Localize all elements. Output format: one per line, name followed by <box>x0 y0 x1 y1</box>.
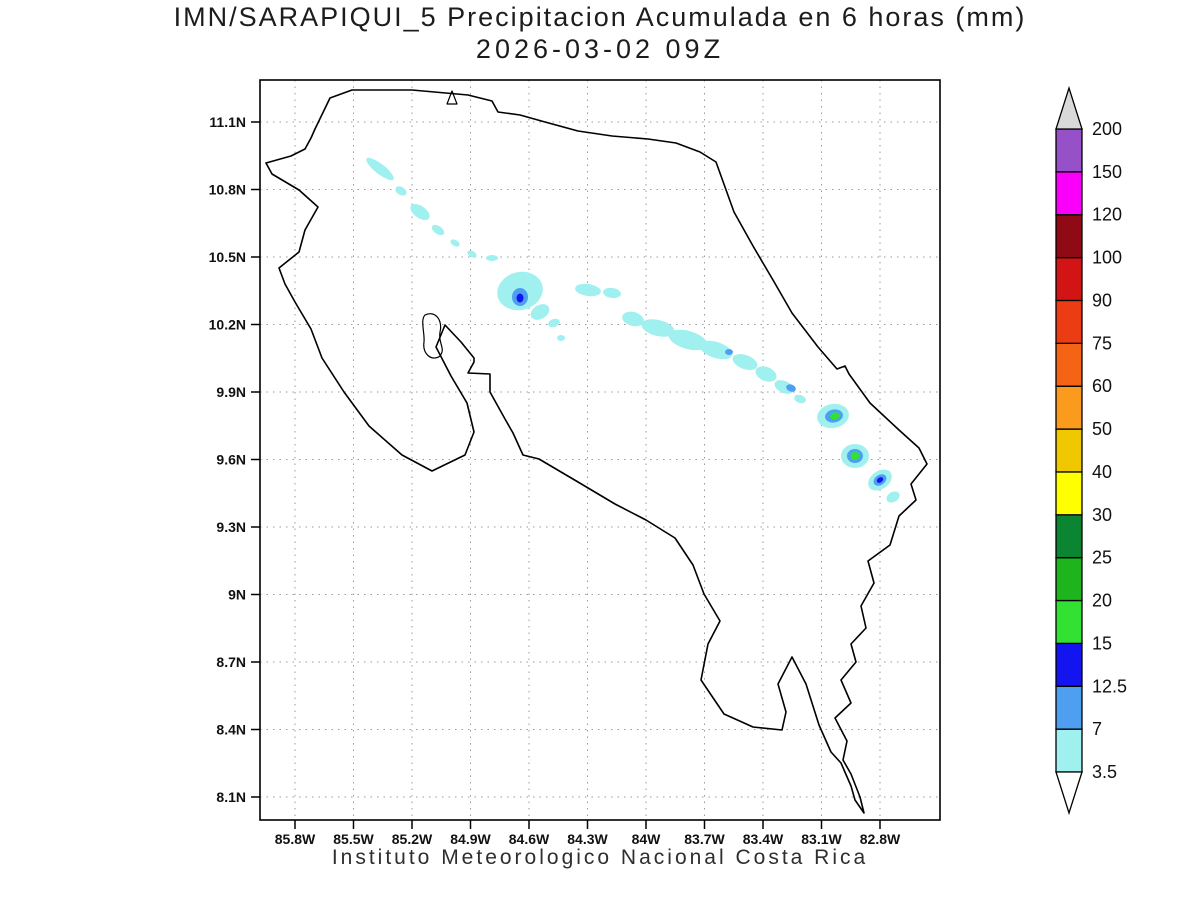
lon-tick-label: 82.8W <box>860 831 901 847</box>
colorbar-label: 50 <box>1092 419 1112 439</box>
colorbar-label: 15 <box>1092 633 1112 653</box>
colorbar-segment <box>1055 342 1083 387</box>
axis-layer: 11.1N 10.8N 10.5N 10.2N 9.9N 9.6N 9.3N 9N 8.7N 8.… <box>209 114 901 847</box>
precipitation-layer <box>366 157 900 503</box>
lat-tick-label: 9.9N <box>216 384 246 400</box>
colorbar-segment <box>1055 385 1083 430</box>
colorbar-label: 100 <box>1092 248 1122 268</box>
lon-tick-label: 84.6W <box>509 831 550 847</box>
colorbar-label: 150 <box>1092 162 1122 182</box>
lat-tick-label: 9.6N <box>216 452 246 468</box>
lon-tick-label: 84.3W <box>567 831 608 847</box>
lon-tick-label: 83.1W <box>801 831 842 847</box>
colorbar-label: 120 <box>1092 205 1122 225</box>
precip-cell <box>575 283 601 297</box>
lat-tick-label: 8.1N <box>216 789 246 805</box>
colorbar-segment <box>1055 642 1083 687</box>
lon-tick-label: 83.4W <box>743 831 784 847</box>
lat-tick-label: 11.1N <box>209 114 246 130</box>
colorbar-label: 3.5 <box>1092 762 1117 782</box>
precip-cell <box>603 287 621 299</box>
colorbar-label: 90 <box>1092 290 1112 310</box>
figure-subtitle: 2026-03-02 09Z <box>475 34 725 64</box>
precip-cell <box>732 354 758 370</box>
precip-cell <box>410 204 430 220</box>
colorbar-segment <box>1055 428 1083 473</box>
colorbar-label: 30 <box>1092 505 1112 525</box>
lat-tick-label: 8.4N <box>216 722 246 738</box>
lat-tick-label: 9.3N <box>216 519 246 535</box>
grid-layer <box>260 80 940 820</box>
colorbar-segment <box>1055 557 1083 602</box>
colorbar-segment <box>1055 471 1083 516</box>
map-frame <box>259 79 941 821</box>
precip-cell <box>668 329 708 351</box>
colorbar-segment <box>1055 128 1083 173</box>
colorbar-segment <box>1055 685 1083 730</box>
colorbar-label: 25 <box>1092 548 1112 568</box>
lat-tick-label: 8.7N <box>216 654 246 670</box>
lon-tick-label: 84.9W <box>450 831 491 847</box>
precip-cell <box>886 491 900 503</box>
precip-cell <box>548 318 560 328</box>
colorbar-segment <box>1055 599 1083 645</box>
precip-cell <box>755 366 777 382</box>
lat-tick-label: 10.8N <box>209 182 246 198</box>
precip-cell <box>486 255 498 261</box>
island-marker <box>446 90 458 105</box>
colorbar-segment <box>1055 171 1083 216</box>
precip-cell <box>366 157 394 181</box>
colorbar-segment <box>1055 256 1083 302</box>
precip-cell <box>850 452 860 460</box>
precip-cell <box>450 239 460 247</box>
precip-cell <box>431 224 445 236</box>
lat-tick-label: 10.5N <box>209 249 246 265</box>
precip-cell <box>786 384 796 392</box>
colorbar-label: 75 <box>1092 333 1112 353</box>
colorbar-label: 12.5 <box>1092 676 1127 696</box>
colorbar-segment <box>1055 299 1083 344</box>
precip-cell <box>467 250 477 258</box>
colorbar-segment <box>1055 214 1083 259</box>
precip-cell <box>830 412 840 420</box>
precip-cell <box>557 335 565 341</box>
colorbar-label: 60 <box>1092 376 1112 396</box>
chira-island-outline <box>422 313 443 359</box>
precip-cell <box>876 477 884 483</box>
colorbar-label: 7 <box>1092 719 1102 739</box>
lon-tick-label: 85.2W <box>392 831 433 847</box>
lon-tick-label: 85.5W <box>333 831 374 847</box>
precip-cell <box>516 293 524 303</box>
precip-cell <box>699 340 733 360</box>
lat-tick-label: 9N <box>228 587 246 603</box>
colorbar-label: 20 <box>1092 591 1112 611</box>
lat-tick-label: 10.2N <box>209 317 246 333</box>
precip-cell <box>794 394 806 404</box>
colorbar-under-arrow <box>1055 771 1083 816</box>
precip-cell <box>725 349 733 355</box>
lon-tick-label: 83.7W <box>684 831 725 847</box>
colorbar: 3.5 7 12.5 15 20 25 30 40 50 60 75 90 100 120 150 200 <box>1055 85 1127 816</box>
precip-cell <box>622 311 644 327</box>
colorbar-segment <box>1055 514 1083 559</box>
costa-rica-coastline <box>265 89 928 814</box>
colorbar-label: 200 <box>1092 119 1122 139</box>
colorbar-over-arrow <box>1055 85 1083 130</box>
figure-footer: Instituto Meteorologico Nacional Costa R… <box>331 846 869 869</box>
precip-cell <box>530 304 550 320</box>
figure-title: IMN/SARAPIQUI_5 Precipitacion Acumulada … <box>173 2 1027 32</box>
lon-tick-label: 85.8W <box>275 831 316 847</box>
colorbar-label: 40 <box>1092 462 1112 482</box>
precip-cell <box>641 319 675 337</box>
lon-tick-label: 84W <box>632 831 662 847</box>
precip-cell <box>395 186 407 196</box>
colorbar-segment <box>1055 728 1083 773</box>
